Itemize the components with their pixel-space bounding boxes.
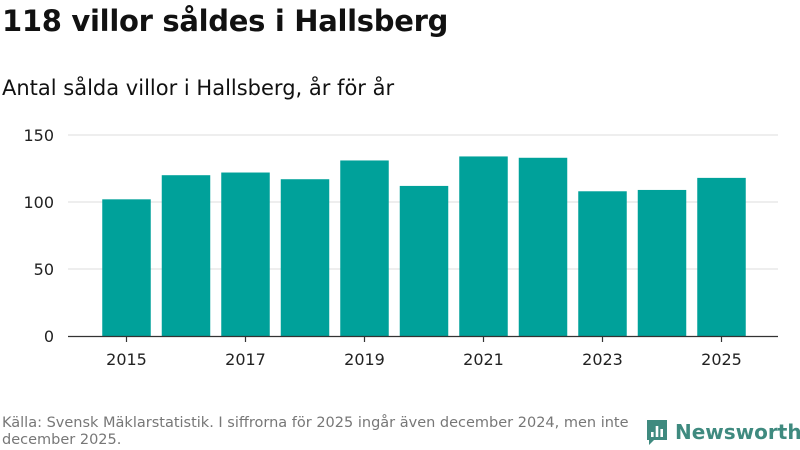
bar-2019 <box>340 160 389 336</box>
source-note: Källa: Svensk Mäklarstatistik. I siffror… <box>2 415 629 448</box>
x-tick-label: 2025 <box>701 350 742 369</box>
bar-2025 <box>697 177 746 336</box>
bar-2021 <box>459 156 508 336</box>
bar-2018 <box>280 179 330 336</box>
bar-2022 <box>518 157 568 336</box>
y-tick-label: 100 <box>23 193 54 212</box>
bar-2016 <box>161 175 211 336</box>
bars <box>102 156 746 336</box>
x-tick-label: 2023 <box>582 350 623 369</box>
x-tick-label: 2015 <box>106 350 147 369</box>
axes: 0 50 100 150 2015 2017 2019 2021 2023 2025 <box>23 126 778 369</box>
bar-2020 <box>399 185 449 336</box>
y-tick-label: 50 <box>34 260 54 279</box>
brand-name: Newsworthy <box>675 420 800 444</box>
chart-title: 118 villor såldes i Hallsberg <box>2 4 449 38</box>
newsworthy-logo-icon <box>647 420 667 445</box>
bar-2023 <box>578 191 627 336</box>
bar-2017 <box>221 172 270 336</box>
chart-subtitle: Antal sålda villor i Hallsberg, år för å… <box>2 76 395 100</box>
bar-2015 <box>102 199 151 336</box>
x-tick-label: 2021 <box>463 350 504 369</box>
x-tick-label: 2017 <box>225 350 266 369</box>
bar-chart: 0 50 100 150 2015 2017 2019 2021 2023 2025 <box>23 126 778 369</box>
x-tick-label: 2019 <box>344 350 385 369</box>
newsworthy-logo: Newsworthy <box>645 418 800 446</box>
y-tick-label: 0 <box>44 327 54 346</box>
y-tick-label: 150 <box>23 126 54 145</box>
bar-2024 <box>637 189 687 336</box>
